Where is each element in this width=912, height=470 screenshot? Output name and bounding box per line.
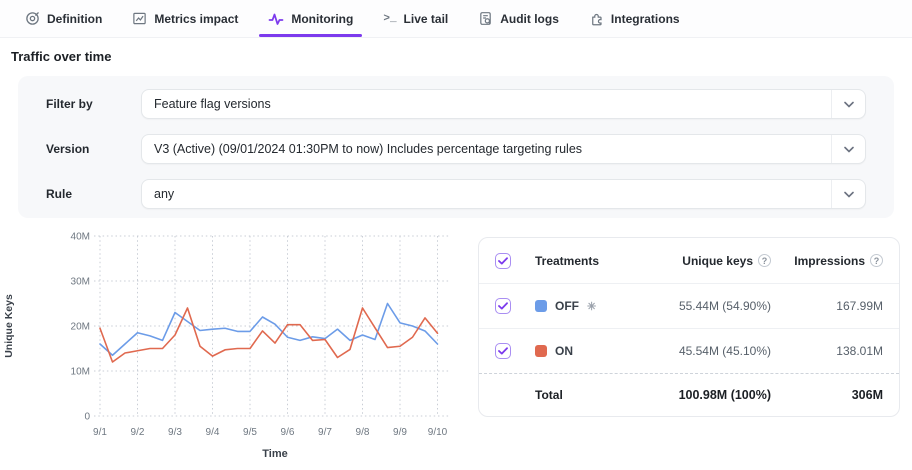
- off-color-swatch: [535, 300, 547, 312]
- chevron-down-icon[interactable]: [831, 90, 865, 118]
- table-row-off: OFF ✳ 55.44M (54.90%) 167.99M: [479, 284, 899, 329]
- off-impressions: 167.99M: [836, 299, 883, 313]
- svg-text:10M: 10M: [71, 367, 90, 378]
- tab-label: Integrations: [610, 11, 680, 26]
- tab-label: Audit logs: [500, 11, 559, 26]
- impressions-column-header: Impressions ?: [794, 254, 883, 268]
- svg-text:9/4: 9/4: [206, 427, 220, 438]
- unique-keys-column-header: Unique keys ?: [682, 254, 771, 268]
- traffic-chart: 0 10M 20M 30M 40M 9/1 9/2 9/3 9/4 9/5 9/6 9/7 9/8 9/9…: [0, 224, 474, 470]
- select-all-checkbox[interactable]: [495, 252, 511, 269]
- on-unique-keys: 45.54M (45.10%): [678, 344, 771, 358]
- filter-by-value: Feature flag versions: [154, 97, 271, 111]
- tab-live-tail[interactable]: >_ Live tail: [368, 0, 463, 37]
- chevron-down-icon[interactable]: [831, 135, 865, 163]
- svg-text:9/1: 9/1: [93, 427, 107, 438]
- off-treatment-cell: OFF ✳: [535, 299, 621, 313]
- rule-label: Rule: [46, 187, 73, 201]
- version-label: Version: [46, 142, 90, 156]
- off-unique-keys: 55.44M (54.90%): [678, 299, 771, 313]
- puzzle-icon: [589, 11, 604, 26]
- tab-bar: Definition Metrics impact Monitoring >_ …: [0, 0, 912, 38]
- version-value: V3 (Active) (09/01/2024 01:30PM to now) …: [154, 142, 583, 156]
- treatments-table-header: Treatments Unique keys ? Impressions ?: [479, 238, 899, 284]
- table-row-total: Total 100.98M (100%) 306M: [479, 374, 899, 416]
- help-icon[interactable]: ?: [758, 254, 771, 267]
- page-title: Traffic over time: [11, 49, 112, 64]
- tab-metrics-impact[interactable]: Metrics impact: [117, 0, 253, 37]
- svg-text:9/5: 9/5: [243, 427, 257, 438]
- svg-text:9/3: 9/3: [168, 427, 182, 438]
- pulse-icon: [268, 11, 284, 27]
- on-treatment-cell: ON: [535, 344, 621, 358]
- svg-text:9/6: 9/6: [281, 427, 295, 438]
- target-icon: [25, 11, 40, 26]
- svg-text:9/9: 9/9: [393, 427, 407, 438]
- tab-audit-logs[interactable]: Audit logs: [463, 0, 574, 37]
- tab-label: Metrics impact: [154, 11, 239, 26]
- document-search-icon: [478, 11, 493, 26]
- treatment-name: ON: [555, 344, 573, 358]
- svg-text:0: 0: [84, 412, 90, 423]
- filter-by-row: Filter by Feature flag versions: [46, 89, 866, 119]
- version-dropdown[interactable]: V3 (Active) (09/01/2024 01:30PM to now) …: [141, 134, 866, 164]
- tab-label: Live tail: [403, 11, 449, 26]
- tab-label: Definition: [47, 11, 103, 26]
- svg-text:30M: 30M: [71, 277, 90, 288]
- tab-label: Monitoring: [291, 11, 354, 26]
- svg-text:9/7: 9/7: [318, 427, 332, 438]
- total-unique-keys: 100.98M (100%): [678, 388, 771, 402]
- rule-row: Rule any: [46, 179, 866, 209]
- svg-text:9/10: 9/10: [428, 427, 448, 438]
- metrics-chart-icon: [132, 11, 147, 26]
- total-impressions: 306M: [851, 388, 883, 402]
- on-impressions: 138.01M: [836, 344, 883, 358]
- svg-text:9/2: 9/2: [131, 427, 145, 438]
- terminal-icon: >_: [383, 12, 397, 25]
- tab-definition[interactable]: Definition: [10, 0, 117, 37]
- tab-monitoring[interactable]: Monitoring: [253, 0, 368, 37]
- rule-dropdown[interactable]: any: [141, 179, 866, 209]
- svg-text:20M: 20M: [71, 322, 90, 333]
- help-icon[interactable]: ?: [870, 254, 883, 267]
- filter-by-label: Filter by: [46, 97, 93, 111]
- svg-text:40M: 40M: [71, 232, 90, 243]
- chevron-down-icon[interactable]: [831, 180, 865, 208]
- filter-panel: Filter by Feature flag versions Version …: [18, 76, 894, 218]
- filter-by-dropdown[interactable]: Feature flag versions: [141, 89, 866, 119]
- on-color-swatch: [535, 345, 547, 357]
- treatment-name: OFF: [555, 299, 579, 313]
- svg-text:Unique Keys: Unique Keys: [3, 294, 15, 358]
- on-treatment-checkbox[interactable]: [495, 343, 511, 359]
- svg-text:Time: Time: [262, 448, 287, 460]
- treatments-column-header: Treatments: [535, 253, 600, 268]
- rule-value: any: [154, 187, 175, 201]
- off-treatment-checkbox[interactable]: [495, 298, 511, 314]
- total-label: Total: [535, 388, 563, 402]
- treatments-table: Treatments Unique keys ? Impressions ? O…: [478, 237, 900, 417]
- table-row-on: ON 45.54M (45.10%) 138.01M: [479, 329, 899, 374]
- version-row: Version V3 (Active) (09/01/2024 01:30PM …: [46, 134, 866, 164]
- tab-integrations[interactable]: Integrations: [574, 0, 695, 37]
- default-treatment-icon: ✳: [587, 300, 597, 313]
- svg-text:9/8: 9/8: [356, 427, 370, 438]
